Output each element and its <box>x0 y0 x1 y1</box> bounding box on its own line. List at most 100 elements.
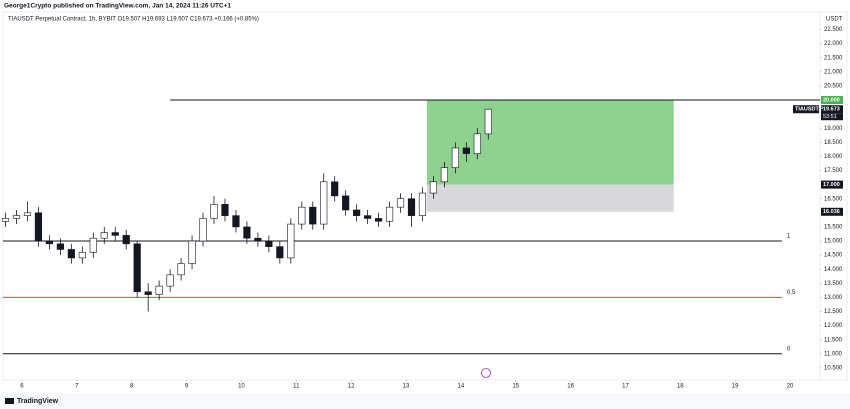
y-tick-label: 15.500 <box>824 224 843 230</box>
loss-zone <box>426 184 674 212</box>
symbol-info: TIAUSDT Perpetual Contract, 1h, BYBIT O1… <box>8 17 259 23</box>
x-tick-label: 13 <box>403 384 410 390</box>
price-tag-label: 19.673 <box>823 107 840 113</box>
y-tick-label: 18.500 <box>824 140 843 146</box>
x-tick-label: 8 <box>130 384 134 390</box>
profit-zone <box>426 100 674 185</box>
footer-brand: TradingView <box>17 398 59 405</box>
countdown-label: 53:51 <box>823 114 837 120</box>
x-tick-label: 6 <box>20 384 24 390</box>
candle-body <box>364 215 372 219</box>
y-tick-label: 13.000 <box>824 295 843 301</box>
candle-body <box>34 212 43 242</box>
fib-label: 0.5 <box>787 290 796 296</box>
candle-body <box>462 147 470 154</box>
y-tick-label: 22.500 <box>824 27 843 33</box>
y-tick-label: 16.500 <box>824 196 843 202</box>
y-tick-label: 20.500 <box>824 83 843 89</box>
candle-body <box>473 133 481 154</box>
x-tick-label: 12 <box>348 384 355 390</box>
price-tag-label: 20.000 <box>823 97 840 103</box>
y-tick-label: 22.000 <box>824 41 843 47</box>
candle-body <box>133 243 141 293</box>
y-tick-label: 14.500 <box>824 253 843 259</box>
y-tick-label: 14.000 <box>824 267 843 273</box>
candle-body <box>67 249 75 259</box>
x-tick-label: 15 <box>512 384 519 390</box>
candle-body <box>232 215 240 228</box>
candle-body <box>418 192 427 216</box>
candle-body <box>451 147 459 168</box>
y-tick-label: 17.500 <box>824 168 843 174</box>
price-tag <box>821 180 843 189</box>
price-tag <box>821 96 843 105</box>
y-tick-label: 15.000 <box>824 239 843 245</box>
candle-body <box>309 206 317 225</box>
candle-body <box>429 181 438 194</box>
candle-body <box>45 240 54 245</box>
x-tick-label: 10 <box>238 384 245 390</box>
y-tick-label: 21.500 <box>824 55 843 61</box>
y-tick-label: 12.500 <box>824 309 843 315</box>
candle-body <box>89 237 97 253</box>
candle-body <box>254 237 262 242</box>
candle-body <box>177 263 185 276</box>
y-tick-label: 13.500 <box>824 281 843 287</box>
price-tag <box>821 105 843 114</box>
y-tick-label: 19.000 <box>824 126 843 132</box>
candle-body <box>221 204 229 216</box>
x-tick-label: 17 <box>622 384 629 390</box>
plot: 22.500 22.000 21.500 21.000 20.500 19.000 18.5… <box>1 27 843 390</box>
candle-body <box>56 243 64 250</box>
x-tick-label: 7 <box>75 384 79 390</box>
candle-body <box>484 108 492 135</box>
y-tick-label: 18.000 <box>824 154 843 160</box>
y-tick-label: 12.000 <box>824 323 843 329</box>
candle-body <box>78 251 86 259</box>
candle-body <box>210 204 218 219</box>
price-tag <box>821 207 843 216</box>
x-tick-label: 9 <box>185 384 189 390</box>
candle-body <box>320 181 328 225</box>
candle-body <box>407 198 416 216</box>
candle-body <box>342 195 350 211</box>
price-tag-label: 16.036 <box>823 209 840 215</box>
symbol-tag-label: TIAUSDT.P <box>795 107 824 113</box>
header: George1Crypto published on TradingView.c… <box>4 3 231 10</box>
candle-body <box>396 198 405 208</box>
candle-body <box>166 274 174 287</box>
candle-body <box>265 240 273 247</box>
x-tick-label: 16 <box>567 384 574 390</box>
candle-body <box>188 240 196 264</box>
y-tick-label: 10.500 <box>824 365 843 371</box>
y-tick-label: 11.500 <box>824 337 843 343</box>
axis-unit: USDT <box>826 17 843 23</box>
candle-body <box>122 235 130 245</box>
candle-body <box>353 209 361 216</box>
candle-body <box>385 206 394 222</box>
logo <box>5 398 14 404</box>
y-tick-label: 11.000 <box>824 351 843 357</box>
candle-body <box>331 181 339 197</box>
candle-body <box>199 218 207 242</box>
x-tick-label: 20 <box>787 384 794 390</box>
fib-label: 1 <box>787 234 791 240</box>
x-tick-label: 19 <box>732 384 739 390</box>
candle-body <box>298 206 306 225</box>
candle-body <box>374 218 383 222</box>
countdown-tag <box>821 113 843 121</box>
candle-body <box>276 246 284 259</box>
event-icon <box>481 368 491 378</box>
price-tag-label: 17.000 <box>823 182 840 188</box>
chart-frame <box>2 11 848 381</box>
candle-body <box>243 226 251 239</box>
fib-label: 0 <box>787 346 791 352</box>
candle-body <box>12 215 21 219</box>
y-tick-label: 21.000 <box>824 69 843 75</box>
x-tick-label: 18 <box>677 384 684 390</box>
candle-body <box>100 232 108 239</box>
x-tick-label: 11 <box>293 384 300 390</box>
footer-bar <box>0 393 850 409</box>
candle-body <box>155 285 163 295</box>
candle-body <box>23 212 32 216</box>
